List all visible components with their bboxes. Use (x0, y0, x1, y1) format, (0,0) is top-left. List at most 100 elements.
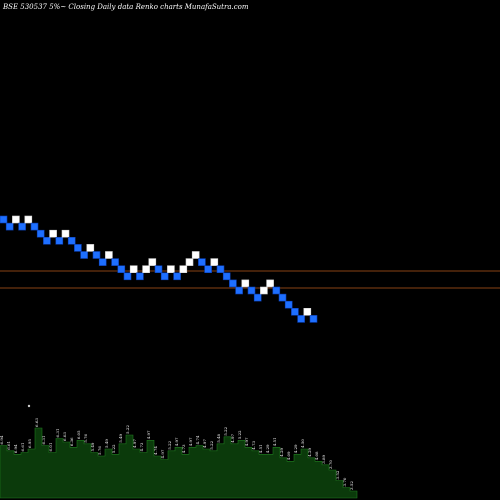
brick-value-label: 4.74 (153, 446, 158, 455)
renko-brick-down (5, 222, 14, 231)
brick-value-label: 4.29 (279, 447, 284, 456)
brick-value-label: 6.94 (0, 435, 4, 444)
brick-value-label: 6.01 (48, 443, 53, 452)
renko-brick-down (284, 300, 293, 309)
renko-brick-up (129, 265, 138, 274)
renko-brick-up (266, 279, 274, 288)
renko-brick-up (260, 286, 268, 295)
brick-value-label: 6.61 (20, 443, 25, 452)
brick-value-label: 4.51 (272, 437, 277, 446)
renko-brick-up (191, 251, 200, 259)
brick-value-label: 6.63 (34, 418, 39, 427)
renko-brick-up (210, 258, 219, 266)
renko-brick-up (142, 265, 150, 274)
brick-value-label: 4.73 (181, 444, 186, 453)
brick-value-label: 4.09 (286, 451, 291, 460)
brick-value-label: 5.49 (104, 439, 109, 448)
brick-value-label: 5.22 (167, 440, 172, 449)
renko-brick-up (179, 265, 188, 274)
renko-brick-down (198, 258, 206, 266)
renko-brick-down (309, 315, 318, 323)
renko-brick-up (24, 215, 33, 224)
renko-brick-down (74, 244, 82, 252)
brick-value-label: 3.70 (342, 477, 347, 486)
brick-value-label: 6.05 (76, 430, 81, 439)
renko-brick-up (167, 265, 175, 274)
renko-brick-down (229, 279, 237, 288)
brick-value-label: 6.31 (41, 436, 46, 445)
renko-brick-down (55, 237, 64, 245)
renko-brick-down (30, 222, 39, 231)
renko-brick-down (297, 315, 305, 323)
brick-value-label: 4.29 (293, 444, 298, 453)
brick-value-label: 4.97 (188, 437, 193, 446)
brick-value-label: 4.74 (195, 435, 200, 444)
brick-value-label: 5.22 (111, 444, 116, 453)
brick-value-label: 6.31 (55, 429, 60, 438)
brick-value-label: 5.49 (90, 442, 95, 451)
renko-brick-down (222, 272, 231, 281)
renko-brick-down (80, 251, 88, 259)
brick-value-label: 4.29 (307, 447, 312, 456)
renko-brick-down (43, 237, 51, 245)
renko-brick-down (36, 229, 45, 238)
brick-value-label: 4.50 (300, 439, 305, 448)
brick-value-label: 5.22 (237, 430, 242, 439)
brick-value-label: 3.52 (349, 481, 354, 490)
renko-brick-down (92, 251, 101, 259)
brick-value-label: 3.70 (328, 460, 333, 469)
renko-brick-down (0, 215, 8, 224)
brick-value-label: 6.03 (62, 432, 67, 441)
renko-brick-down (136, 272, 144, 281)
renko-brick-down (272, 286, 281, 295)
brick-value-label: 5.22 (125, 425, 130, 434)
brick-value-label: 6.36 (69, 437, 74, 446)
volume-area (0, 427, 358, 499)
brick-value-label: 4.73 (251, 440, 256, 449)
volume-pane (0, 404, 358, 499)
brick-value-label: 5.22 (209, 440, 214, 449)
brick-value-label: 4.97 (146, 430, 151, 439)
brick-value-label: 4.29 (265, 444, 270, 453)
brick-value-label: 6.94 (13, 444, 18, 453)
renko-bricks (0, 215, 318, 323)
renko-brick-down (160, 272, 169, 281)
brick-value-label: 4.97 (230, 433, 235, 442)
renko-brick-up (185, 258, 194, 266)
chart-title: BSE 530537 5%~ Closing Daily data Renko … (2, 3, 249, 11)
renko-brick-down (173, 272, 181, 281)
brick-value-label: 6.95 (27, 439, 32, 448)
renko-brick-down (216, 265, 225, 274)
renko-brick-down (154, 265, 163, 274)
renko-brick-down (291, 307, 299, 316)
brick-value-label: 4.73 (139, 442, 144, 451)
renko-brick-up (86, 244, 95, 252)
renko-brick-down (204, 265, 212, 274)
brick-value-label: 6.61 (6, 441, 11, 450)
brick-value-label: 4.97 (132, 439, 137, 448)
brick-value-label: 4.51 (258, 444, 263, 453)
brick-value-label: 5.49 (118, 433, 123, 442)
renko-brick-down (253, 293, 262, 302)
brick-value-label: 5.48 (216, 433, 221, 442)
renko-brick-up (12, 215, 20, 224)
renko-brick-down (247, 286, 256, 295)
renko-brick-up (105, 251, 113, 259)
renko-brick-down (98, 258, 107, 266)
renko-brick-down (67, 237, 76, 245)
brick-value-label: 5.76 (97, 446, 102, 455)
brick-value-label: 3.89 (321, 454, 326, 463)
brick-value-label: 3.52 (335, 470, 340, 479)
volume-peak-marker (27, 404, 31, 408)
brick-value-label: 4.08 (314, 451, 319, 460)
renko-brick-down (117, 265, 126, 274)
renko-brick-down (123, 272, 132, 281)
renko-brick-up (49, 229, 57, 238)
brick-value-label: 4.97 (244, 437, 249, 446)
brick-value-label: 5.76 (83, 433, 88, 442)
volume-labels: 6.946.61 6.94 6.61 6.956.636.316.016.31 6.03… (0, 418, 354, 490)
brick-value-label: 5.22 (223, 426, 228, 435)
renko-brick-up (61, 229, 70, 238)
